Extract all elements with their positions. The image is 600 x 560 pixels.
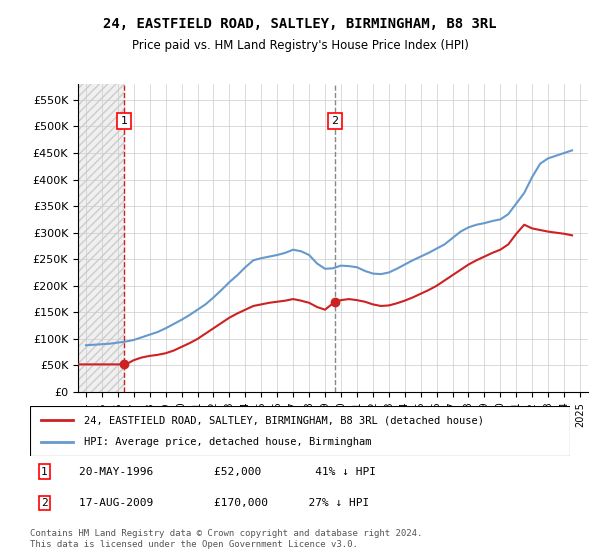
Text: 24, EASTFIELD ROAD, SALTLEY, BIRMINGHAM, B8 3RL (detached house): 24, EASTFIELD ROAD, SALTLEY, BIRMINGHAM,… xyxy=(84,415,484,425)
Text: Contains HM Land Registry data © Crown copyright and database right 2024.
This d: Contains HM Land Registry data © Crown c… xyxy=(30,529,422,549)
Text: 1: 1 xyxy=(121,116,127,126)
Text: Price paid vs. HM Land Registry's House Price Index (HPI): Price paid vs. HM Land Registry's House … xyxy=(131,39,469,52)
Text: HPI: Average price, detached house, Birmingham: HPI: Average price, detached house, Birm… xyxy=(84,437,371,447)
Bar xyxy=(78,84,124,392)
FancyBboxPatch shape xyxy=(30,406,570,456)
Text: 1: 1 xyxy=(41,466,47,477)
Text: 24, EASTFIELD ROAD, SALTLEY, BIRMINGHAM, B8 3RL: 24, EASTFIELD ROAD, SALTLEY, BIRMINGHAM,… xyxy=(103,17,497,31)
Text: 2: 2 xyxy=(331,116,338,126)
Bar xyxy=(78,84,124,392)
Text: 17-AUG-2009         £170,000      27% ↓ HPI: 17-AUG-2009 £170,000 27% ↓ HPI xyxy=(79,498,369,508)
Text: 20-MAY-1996         £52,000        41% ↓ HPI: 20-MAY-1996 £52,000 41% ↓ HPI xyxy=(79,466,376,477)
Text: 2: 2 xyxy=(41,498,47,508)
